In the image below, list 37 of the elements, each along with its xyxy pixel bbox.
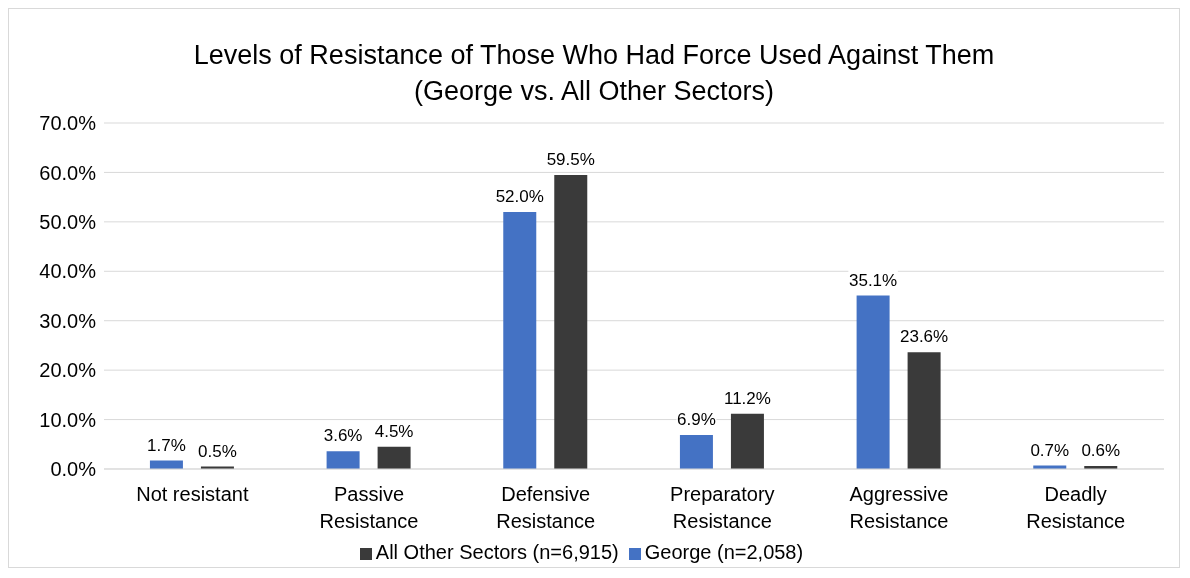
bar <box>679 434 713 469</box>
data-label: 0.7% <box>1030 440 1070 460</box>
chart-title: Levels of Resistance of Those Who Had Force Used Against Them (George vs. All Other Sectors) <box>192 39 996 108</box>
x-tick-label: Preparatory Resistance <box>670 483 775 532</box>
data-label: 4.5% <box>374 421 414 441</box>
y-tick-label: 40.0% <box>39 260 97 283</box>
y-tick-label: 20.0% <box>39 359 97 382</box>
data-label: 59.5% <box>546 149 595 169</box>
bar <box>503 211 537 469</box>
bar <box>326 451 360 469</box>
y-tick-label: 0.0% <box>50 458 97 481</box>
bar <box>907 352 941 469</box>
bar <box>554 174 588 469</box>
y-tick-label: 30.0% <box>39 309 97 332</box>
data-label: 52.0% <box>495 186 544 206</box>
data-label: 6.9% <box>677 409 716 429</box>
legend-label: George (n=2,058) <box>644 541 804 563</box>
x-tick-label: Aggressive Resistance <box>849 483 949 532</box>
x-tick-label: Passive Resistance <box>319 483 419 532</box>
data-label: 0.6% <box>1081 441 1121 461</box>
bar <box>377 446 411 469</box>
y-tick-label: 60.0% <box>39 161 97 184</box>
y-tick-label: 70.0% <box>39 112 97 135</box>
data-label: 23.6% <box>900 327 949 347</box>
x-tick-label: Defensive Resistance <box>496 483 596 532</box>
data-label: 11.2% <box>723 388 771 408</box>
y-tick-label: 10.0% <box>39 408 97 431</box>
data-label: 0.5% <box>198 441 237 461</box>
legend-label: All Other Sectors (n=6,915) <box>375 541 619 563</box>
x-tick-label: Not resistant <box>136 483 249 505</box>
bar <box>856 295 890 469</box>
data-label: 1.7% <box>147 435 186 455</box>
y-tick-label: 50.0% <box>39 210 97 233</box>
data-label: 3.6% <box>323 426 363 446</box>
bar <box>730 413 764 469</box>
data-label: 35.1% <box>849 270 898 290</box>
x-tick-label: Deadly Resistance <box>1026 483 1126 532</box>
